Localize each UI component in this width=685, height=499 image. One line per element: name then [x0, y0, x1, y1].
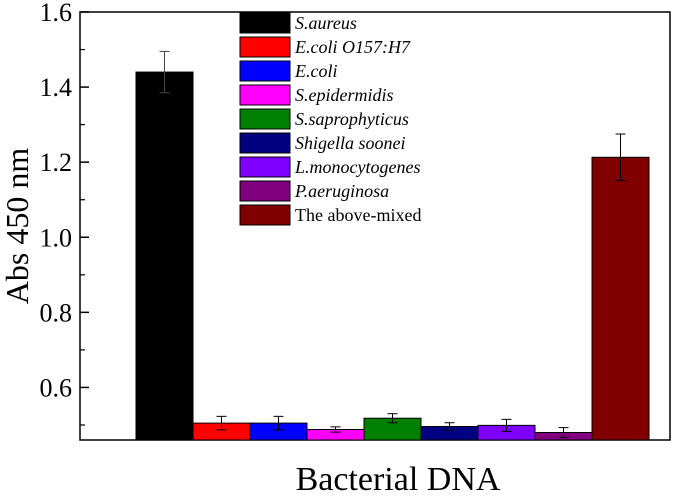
legend-swatch: [239, 36, 291, 58]
legend-label: S.saprophyticus: [295, 109, 409, 129]
y-axis: 0.6 0.8 1.0 1.2 1.4 1.6: [40, 0, 89, 426]
legend-swatch: [239, 204, 291, 226]
bar: [135, 71, 194, 441]
legend-label: P.aeruginosa: [294, 181, 389, 201]
legend-swatch: [239, 132, 291, 154]
legend-label: Shigella soonei: [295, 133, 406, 153]
y-tick-label: 0.6: [40, 373, 73, 402]
legend-label: E.coli: [294, 61, 338, 81]
y-tick-label: 1.6: [40, 0, 73, 27]
y-axis-label: Abs 450 nm: [0, 148, 35, 305]
legend-swatch: [239, 108, 291, 130]
bar: [591, 156, 650, 441]
bars: [135, 50, 650, 441]
legend-label: E.coli O157:H7: [294, 37, 411, 57]
legend-label: S.epidermidis: [295, 85, 394, 105]
legend-swatch: [239, 12, 291, 34]
y-tick-label: 0.8: [40, 298, 73, 327]
y-tick-label: 1.2: [40, 148, 73, 177]
legend-label: L.monocytogenes: [294, 157, 420, 177]
legend-swatch: [239, 60, 291, 82]
legend-swatch: [239, 180, 291, 202]
legend-swatch: [239, 156, 291, 178]
y-tick-label: 1.4: [40, 73, 73, 102]
y-tick-label: 1.0: [40, 223, 73, 252]
legend-label: The above-mixed: [295, 205, 421, 225]
legend-label: S.aureus: [295, 13, 357, 33]
legend-swatch: [239, 84, 291, 106]
legend: S.aureus E.coli O157:H7 E.coli S.epidermidi…: [239, 12, 421, 226]
x-axis-label: Bacterial DNA: [296, 461, 501, 498]
